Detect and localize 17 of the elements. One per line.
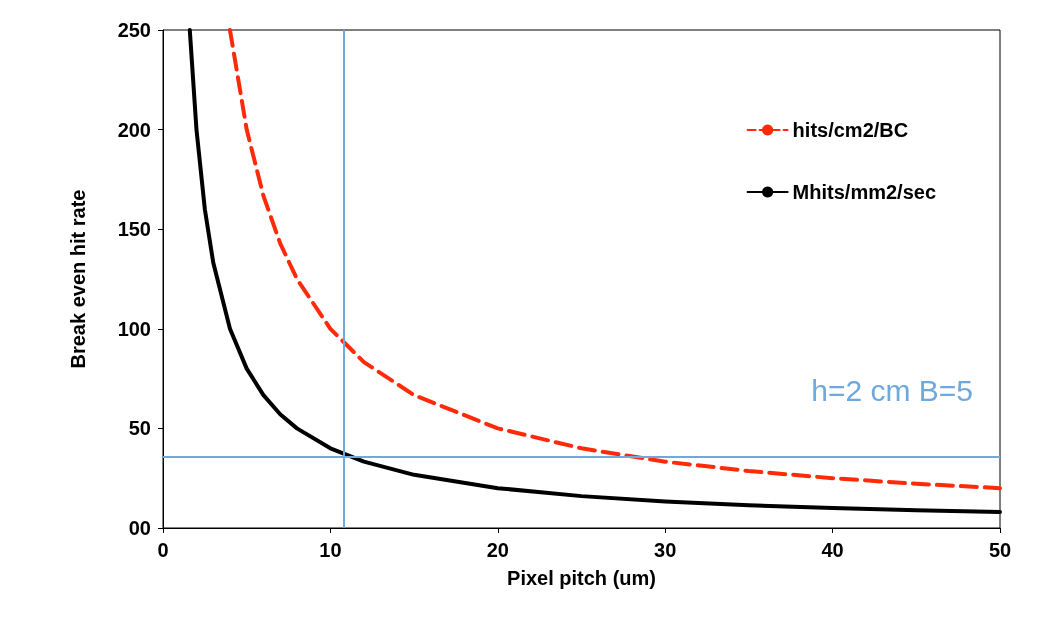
y-tick-label: 50 <box>128 417 151 440</box>
annotation: h=2 cm B=5 <box>811 373 973 407</box>
x-tick-label: 20 <box>486 539 509 561</box>
y-tick-label: 150 <box>117 218 151 241</box>
y-tick-label: 00 <box>128 517 151 539</box>
y-tick-label: 250 <box>117 19 151 41</box>
legend-label: hits/cm2/BC <box>792 119 909 141</box>
x-tick-label: 40 <box>821 539 844 561</box>
x-tick-label: 30 <box>654 539 677 561</box>
y-tick-label: 200 <box>117 118 151 141</box>
x-tick-label: 0 <box>157 539 169 561</box>
legend-label: Mhits/mm2/sec <box>792 181 936 203</box>
x-axis-title: Pixel pitch (um) <box>507 567 656 589</box>
x-tick-label: 50 <box>988 539 1012 561</box>
y-axis-title: Break even hit rate <box>67 189 89 369</box>
x-tick-label: 10 <box>319 539 342 561</box>
y-tick-label: 100 <box>117 317 151 340</box>
